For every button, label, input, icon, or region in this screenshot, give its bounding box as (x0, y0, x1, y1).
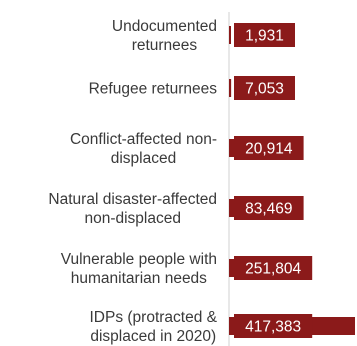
data-label: 20,914 (245, 141, 293, 158)
category-label-line: returnees (132, 37, 198, 54)
data-label-box (234, 196, 304, 220)
data-label: 83,469 (245, 201, 292, 218)
data-label: 417,383 (245, 319, 301, 336)
category-label-line: Conflict-affected non- (70, 131, 217, 148)
category-label-line: displaced (111, 150, 177, 167)
category-label-line: non-displaced (84, 210, 181, 227)
bar (229, 139, 236, 157)
category-label-line: displaced in 2020) (90, 328, 216, 345)
category-label: Undocumented returnees (112, 18, 217, 54)
category-label: Refugee returnees (89, 81, 218, 98)
data-label-box (234, 23, 295, 47)
category-label-line: humanitarian needs (71, 270, 207, 287)
data-label-box (234, 76, 295, 100)
category-label: IDPs (protracted & displaced in 2020) (90, 309, 218, 345)
category-label-line: Refugee returnees (89, 81, 218, 98)
data-label-box (234, 314, 313, 338)
category-label: Natural disaster-affected non-displaced (48, 191, 217, 227)
data-label: 251,804 (245, 261, 301, 278)
category-label: Vulnerable people with humanitarian needs (61, 251, 217, 287)
category-label-line: Vulnerable people with (61, 251, 217, 268)
category-label-line: IDPs (protracted & (90, 309, 218, 326)
data-label: 7,053 (245, 81, 284, 98)
category-label-line: Undocumented (112, 18, 217, 35)
data-label-box (234, 256, 313, 280)
data-label-box (234, 136, 304, 160)
data-label: 1,931 (245, 28, 284, 45)
category-label-line: Natural disaster-affected (48, 191, 217, 208)
bar (229, 79, 232, 97)
bar (229, 26, 231, 44)
category-label: Conflict-affected non-displaced (70, 131, 217, 167)
